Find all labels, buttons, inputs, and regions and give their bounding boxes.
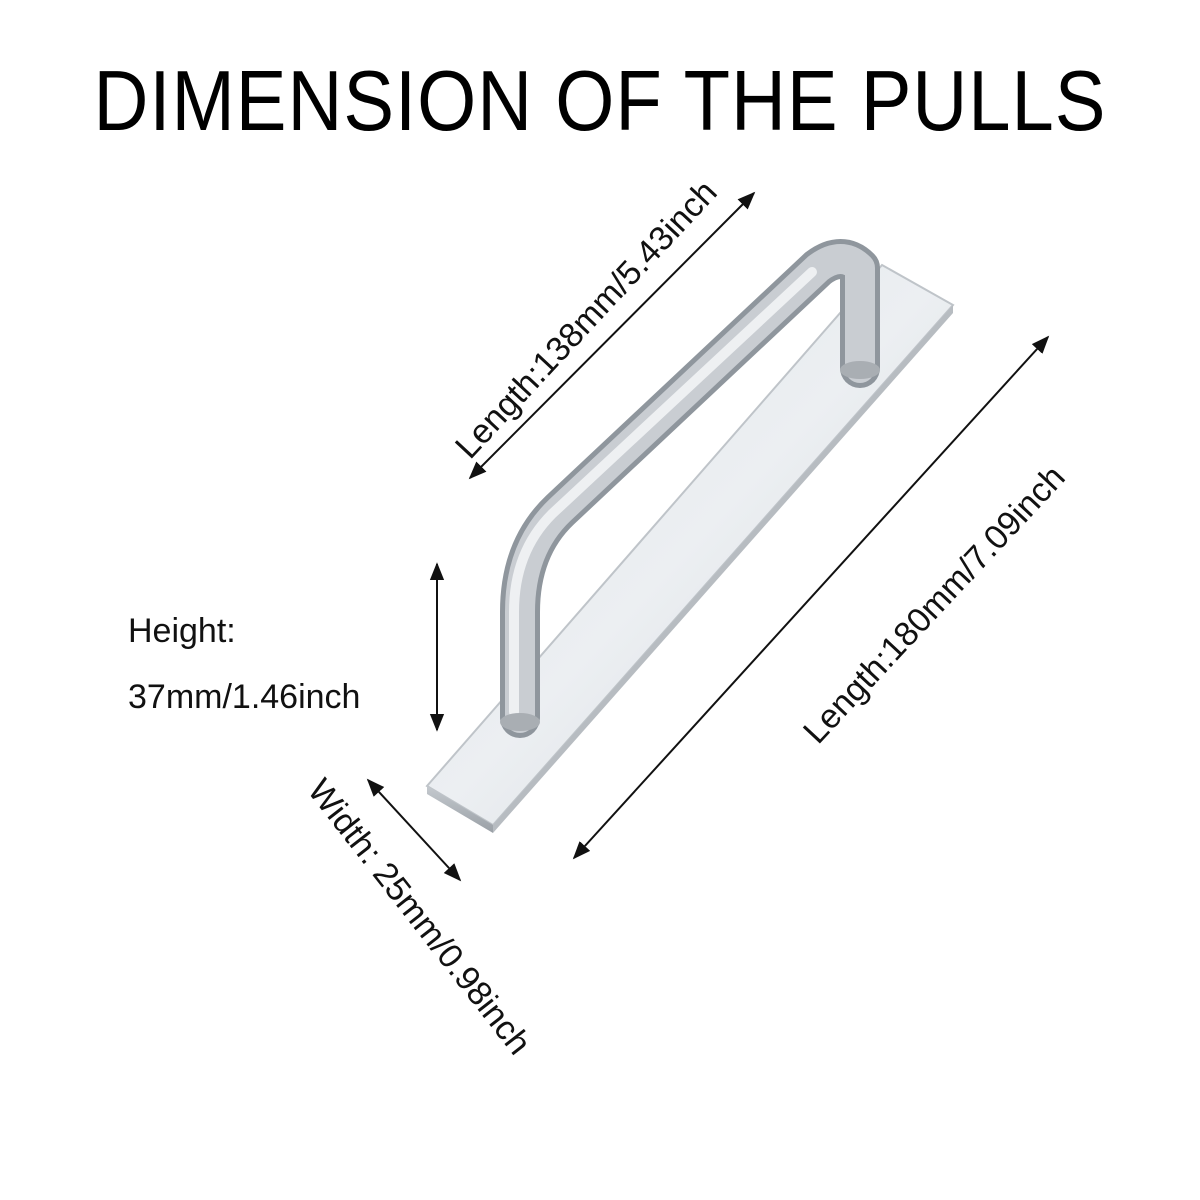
width-arrow bbox=[366, 778, 462, 882]
base-length-arrow bbox=[572, 335, 1050, 860]
handle-length-arrow bbox=[468, 191, 756, 480]
page-title: DIMENSION OF THE PULLS bbox=[93, 53, 1107, 150]
height-label: Height: bbox=[128, 612, 236, 650]
height-label-block: Height: 37mm/1.46inch bbox=[128, 598, 360, 730]
height-value: 37mm/1.46inch bbox=[128, 678, 361, 716]
